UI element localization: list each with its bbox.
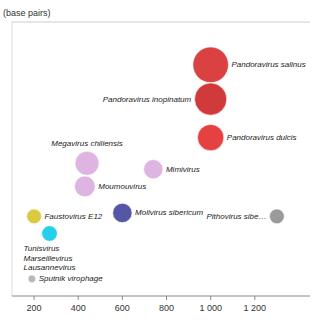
bubble xyxy=(27,209,42,224)
point-label: Megavirus chiliensis xyxy=(51,139,123,148)
x-axis-line xyxy=(12,296,310,297)
bubble xyxy=(75,151,99,175)
x-tick xyxy=(254,296,255,300)
bubble xyxy=(269,209,284,224)
x-tick-label: 400 xyxy=(71,303,86,313)
x-tick xyxy=(78,296,79,300)
bubble xyxy=(42,226,58,242)
point-label: Sputnik virophage xyxy=(39,274,104,283)
point-label: Moumouvirus xyxy=(98,182,146,191)
point-label: Pandoravirus dulcis xyxy=(227,133,297,142)
x-tick xyxy=(210,296,211,300)
x-tick-label: 800 xyxy=(159,303,174,313)
x-tick-label: 600 xyxy=(115,303,130,313)
bubble xyxy=(74,176,95,197)
y-axis-label: (base pairs) xyxy=(3,8,51,18)
point-label: Pithovirus sibe… xyxy=(206,212,266,221)
x-tick-label: 1 200 xyxy=(244,303,267,313)
bubbles xyxy=(27,47,285,283)
point-label: Mimivirus xyxy=(166,165,200,174)
x-tick xyxy=(34,296,35,300)
x-tick xyxy=(122,296,123,300)
point-label: Pandoravirus inopinatum xyxy=(103,95,192,104)
bubble xyxy=(198,124,224,150)
x-tick-label: 1 000 xyxy=(199,303,222,313)
bubble xyxy=(193,47,229,83)
point-label: Pandoravirus salinus xyxy=(231,60,305,69)
bubble xyxy=(28,275,36,283)
point-label: TunisvirusMarseillevirusLausannevirus xyxy=(24,244,76,272)
x-tick-label: 200 xyxy=(27,303,42,313)
y-range-line xyxy=(12,22,13,296)
chart: 200 400 600 800 1 000 1 200 (base pairs) Pandor… xyxy=(0,0,320,320)
bubble xyxy=(144,160,163,179)
bubble xyxy=(195,83,227,115)
point-labels: Pandoravirus salinus Pandoravirus inopina… xyxy=(24,60,306,283)
x-tick xyxy=(166,296,167,300)
point-label: Faustovirus E12 xyxy=(44,212,102,221)
bubble xyxy=(113,203,132,222)
point-label: Molivirus sibericum xyxy=(135,208,203,217)
plot-top-line xyxy=(12,22,310,23)
